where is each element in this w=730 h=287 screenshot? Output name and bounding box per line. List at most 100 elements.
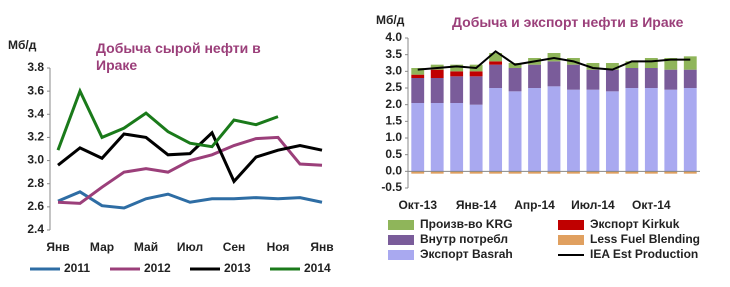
bar-segment: [411, 103, 425, 172]
bar-segment: [450, 76, 464, 103]
bar-segment: [644, 88, 658, 172]
bar-segment: [430, 171, 444, 174]
bar-segment: [528, 64, 541, 88]
y-tick-label: 3.5: [385, 47, 402, 61]
bar-segment: [644, 58, 658, 68]
legend-swatch: [558, 220, 584, 230]
bar-segment: [547, 61, 561, 87]
legend-swatch: [388, 250, 414, 260]
bar-segment: [605, 91, 619, 172]
x-tick-label: Апр-14: [514, 198, 555, 212]
legend-label: Произв-во KRG: [420, 217, 513, 231]
line: [417, 50, 691, 71]
bar-segment: [664, 89, 678, 172]
bar-segment: [508, 91, 522, 172]
bar-segment: [625, 68, 639, 88]
chart-title: Добыча сырой нефти в Ираке: [96, 40, 261, 73]
bar-segment: [547, 171, 561, 174]
bar-segment: [430, 69, 444, 78]
bar-segment: [625, 61, 639, 68]
legend-label: Внутр потребл: [420, 232, 508, 246]
bar-segment: [605, 69, 619, 92]
y-tick-label: 3.8: [27, 60, 44, 74]
legend-swatch: [388, 235, 414, 245]
bar-segment: [469, 71, 483, 77]
bar-segment: [605, 171, 619, 174]
y-tick-label: 3.4: [27, 106, 44, 120]
bar-segment: [625, 88, 639, 172]
y-tick-label: 2.4: [27, 222, 44, 236]
x-tick-label: Янв: [310, 240, 333, 254]
x-tick-label: Июл-14: [571, 198, 615, 212]
legend-label: Экспорт Basrah: [420, 247, 513, 261]
bar-segment: [430, 103, 444, 172]
bar-segment: [411, 68, 425, 75]
x-tick-label: Сен: [223, 240, 246, 254]
bar-segment: [411, 74, 425, 78]
legend-label: 2014: [304, 261, 331, 275]
legend-label: 2013: [224, 261, 251, 275]
bar-segment: [508, 68, 522, 92]
bar-segment: [528, 171, 541, 174]
bar-segment: [683, 171, 697, 174]
y-tick-label: 3.6: [27, 83, 44, 97]
x-tick-label: Окт-14: [632, 198, 671, 212]
bar-segment: [489, 88, 503, 172]
bar-segment: [450, 64, 464, 72]
bar-segment: [683, 69, 697, 88]
bar-segment: [489, 61, 503, 65]
y-tick-label: 2.0: [385, 97, 402, 111]
bar-segment: [683, 88, 697, 172]
bar-segment: [644, 171, 658, 174]
line: [57, 190, 323, 210]
line: [57, 130, 323, 185]
legend-label: IEA Est Production: [590, 247, 698, 261]
x-tick-label: Мар: [90, 240, 114, 254]
bar-segment: [469, 76, 483, 105]
y-tick-label: 2.8: [27, 176, 44, 190]
bar-segment: [411, 171, 425, 174]
bar-segment: [586, 69, 600, 90]
bar-segment: [644, 68, 658, 88]
bar-segment: [605, 63, 619, 70]
bar-segment: [586, 89, 600, 172]
y-tick-label: 2.6: [27, 199, 44, 213]
line: [57, 135, 323, 205]
y-tick-label: 2.5: [385, 80, 402, 94]
y-tick-label: 0.0: [385, 164, 402, 178]
y-tick-label: 0.5: [385, 147, 402, 161]
y-tick-label: 4.0: [385, 30, 402, 44]
y-tick-label: 3.2: [27, 130, 44, 144]
bar-segment: [430, 78, 444, 103]
bar-segment: [489, 171, 503, 174]
bar-segment: [489, 64, 503, 88]
bar-segment: [469, 171, 483, 174]
chart-title: Добыча и экспорт нефти в Ираке: [452, 14, 684, 30]
legend-label: 2012: [144, 261, 171, 275]
y-tick-label: 3.0: [385, 64, 402, 78]
y-tick-label: -0.5: [381, 180, 402, 194]
y-axis-label: Мб/д: [8, 38, 37, 52]
bar-segment: [683, 56, 697, 70]
bar-segment: [450, 71, 464, 77]
legend-label: 2011: [64, 261, 90, 275]
bar-segment: [586, 171, 600, 174]
line: [56, 87, 279, 151]
bar-segment: [664, 58, 678, 70]
bar-segment: [567, 64, 580, 90]
bar-segment: [547, 86, 561, 172]
bar-segment: [508, 171, 522, 174]
bar-segment: [528, 88, 541, 172]
y-axis-label: Мб/д: [376, 13, 405, 27]
bar-segment: [489, 53, 503, 62]
legend-label: Less Fuel Blending: [590, 232, 700, 246]
x-tick-label: Май: [134, 240, 158, 254]
legend-swatch: [558, 235, 584, 245]
y-tick-label: 1.0: [385, 130, 402, 144]
bar-segment: [411, 78, 425, 103]
y-tick-label: 1.5: [385, 114, 402, 128]
y-tick-label: 3.0: [27, 153, 44, 167]
bar-segment: [625, 171, 639, 174]
